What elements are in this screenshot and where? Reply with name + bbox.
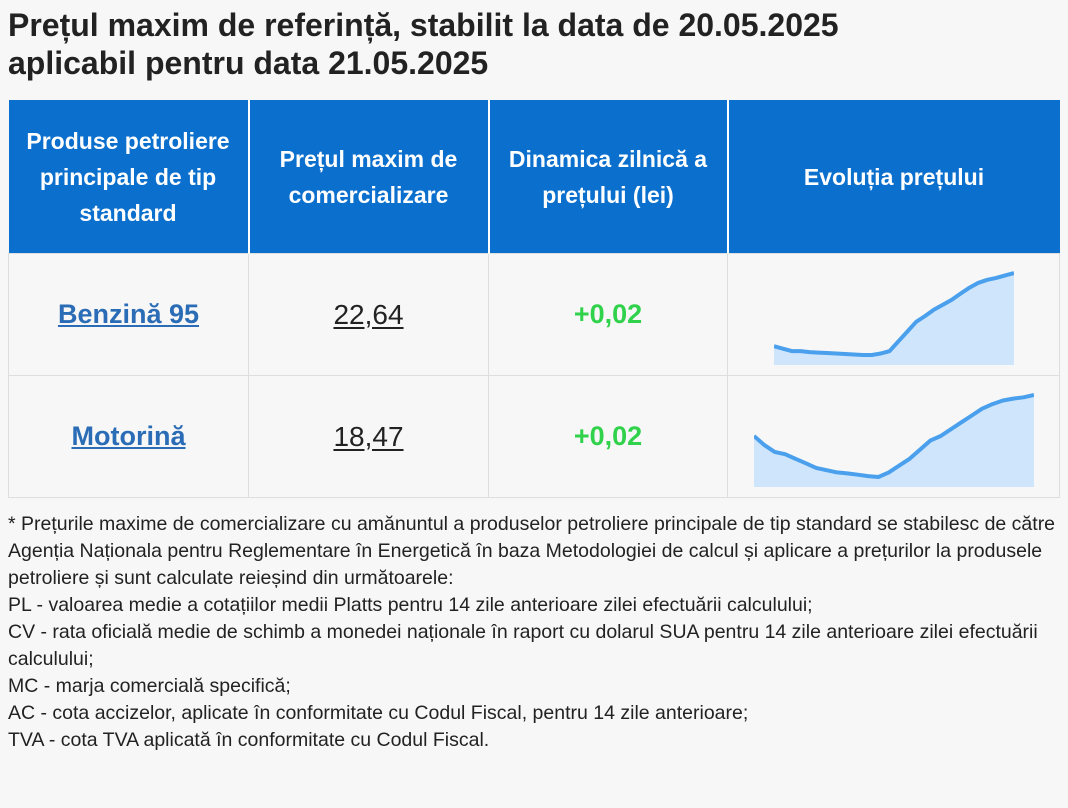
- table-header-row: Produse petroliere principale de tip sta…: [8, 100, 1060, 254]
- table-row: Motorină 18,47 +0,02: [8, 375, 1060, 498]
- price-table: Produse petroliere principale de tip sta…: [8, 100, 1060, 498]
- header-max-price: Prețul maxim de comercializare: [248, 100, 490, 254]
- price-cell: 22,64: [248, 253, 489, 376]
- product-cell: Benzină 95: [8, 253, 249, 376]
- footnote-ac: AC - cota accizelor, aplicate în conform…: [8, 702, 749, 724]
- trend-cell: [727, 253, 1060, 376]
- footnote-pl: PL - valoarea medie a cotațiilor medii P…: [8, 594, 813, 616]
- header-products: Produse petroliere principale de tip sta…: [8, 100, 250, 254]
- dynamics-value: +0,02: [573, 299, 643, 329]
- dynamics-cell: +0,02: [488, 375, 728, 498]
- trend-cell: [727, 375, 1060, 498]
- price-trend-chart: [773, 270, 1014, 365]
- header-price-evolution: Evoluția prețului: [727, 100, 1060, 254]
- trend-line: [753, 392, 1034, 479]
- page-title-line1: Prețul maxim de referință, stabilit la d…: [8, 7, 839, 43]
- product-link-benzina-95[interactable]: Benzină 95: [57, 299, 200, 329]
- table-row: Benzină 95 22,64 +0,02: [8, 253, 1060, 376]
- trend-line: [773, 270, 1014, 357]
- page-title-line2: aplicabil pentru data 21.05.2025: [8, 45, 489, 81]
- product-cell: Motorină: [8, 375, 249, 498]
- footnote-intro: * Prețurile maxime de comercializare cu …: [8, 513, 1056, 589]
- footnote-cv: CV - rata oficială medie de schimb a mon…: [8, 621, 1038, 670]
- price-cell: 18,47: [248, 375, 489, 498]
- footnote-tva: TVA - cota TVA aplicată în conformitate …: [8, 729, 490, 751]
- trend-area: [753, 394, 1034, 487]
- price-value: 18,47: [333, 420, 404, 452]
- dynamics-value: +0,02: [573, 421, 643, 451]
- header-daily-dynamics: Dinamica zilnică a prețului (lei): [488, 100, 729, 254]
- page-title: Prețul maxim de referință, stabilit la d…: [8, 6, 1058, 82]
- price-value: 22,64: [333, 298, 404, 330]
- trend-area: [773, 272, 1014, 365]
- price-trend-chart: [753, 392, 1034, 487]
- dynamics-cell: +0,02: [488, 253, 728, 376]
- product-link-motorina[interactable]: Motorină: [71, 421, 186, 451]
- footnote-mc: MC - marja comercială specifică;: [8, 675, 291, 697]
- footnotes: * Prețurile maxime de comercializare cu …: [8, 511, 1063, 754]
